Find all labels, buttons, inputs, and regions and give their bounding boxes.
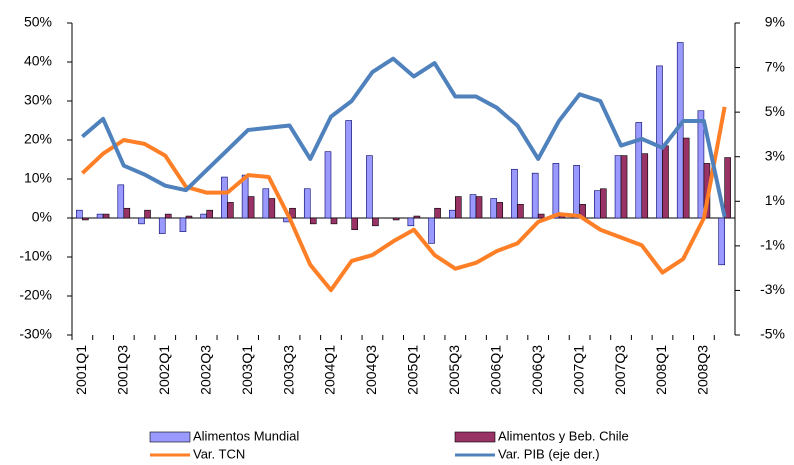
bar [345,120,353,219]
bar [366,155,373,219]
bar [262,188,270,219]
bar [247,196,255,219]
bar [200,213,207,219]
y-tick-label: 0% [32,209,52,225]
legend-label: Var. TCN [193,446,245,461]
bar [324,151,332,219]
bar [573,165,580,219]
bar [117,184,125,219]
legend-swatch [149,431,191,443]
bar [496,202,504,219]
bar [76,209,83,219]
bar [682,137,690,219]
x-tick-label: 2004Q3 [363,345,379,395]
bar [552,163,560,219]
bar [434,207,441,219]
bar [428,217,435,244]
bar [268,198,276,219]
y2-tick-label: 1% [765,192,785,208]
bar [490,198,498,219]
bar [614,155,622,219]
x-tick-label: 2004Q1 [322,345,338,395]
legend-label: Alimentos Mundial [193,428,299,443]
bar [158,217,166,234]
y-tick-label: 30% [24,92,52,108]
x-tick-label: 2008Q1 [653,345,669,395]
y2-tick-label: -1% [760,237,785,253]
y2-tick-label: 5% [765,103,785,119]
line [81,56,727,218]
bar [289,207,296,219]
bar [469,194,477,219]
bar [635,122,643,219]
bar [718,217,725,266]
bar [102,213,110,219]
bar [620,155,628,219]
bar [303,188,311,219]
bar [221,176,228,219]
bar [309,217,317,225]
x-tick-label: 2002Q3 [197,345,213,395]
bar [724,157,731,219]
y-tick-label: 50% [24,14,52,30]
bar [656,65,663,219]
y2-tick-label: 9% [765,14,785,30]
bar [206,209,213,219]
bar [407,217,415,227]
legend-swatch [454,431,496,443]
bar [351,217,359,230]
y-tick-label: -10% [19,248,52,264]
x-tick-label: 2007Q3 [612,345,628,395]
bar [662,145,669,219]
bar [96,213,104,219]
bar [330,217,338,225]
legend-label: Alimentos y Beb. Chile [498,428,629,443]
y-tick-label: 10% [24,170,52,186]
legend-label: Var. PIB (eje der.) [498,446,600,461]
line [80,106,727,293]
y2-tick-label: 3% [765,147,785,163]
x-tick-label: 2007Q1 [570,345,586,395]
x-tick-label: 2001Q3 [115,345,131,395]
x-tick-label: 2008Q3 [695,345,711,395]
x-tick-label: 2006Q3 [529,345,545,395]
bar [594,190,601,219]
x-tick-label: 2005Q3 [446,345,462,395]
bar [537,213,545,219]
y-tick-label: 20% [24,131,52,147]
x-tick-label: 2002Q1 [156,345,172,395]
x-tick-label: 2003Q1 [239,345,255,395]
bar [697,110,705,219]
y2-tick-label: 7% [765,58,785,74]
bar [372,217,379,227]
bar [82,217,89,221]
y2-tick-label: -3% [760,281,785,297]
bar [454,196,462,219]
bar [144,209,151,219]
bar [641,153,649,219]
bar [511,168,518,219]
bar [448,209,456,219]
y-tick-label: 40% [24,53,52,69]
y-tick-label: -30% [19,326,52,342]
bar [600,188,607,219]
bar [392,217,400,221]
bar [123,207,131,219]
bar [475,196,483,219]
y2-tick-label: -5% [760,326,785,342]
bar [227,202,234,219]
x-tick-label: 2001Q1 [73,345,89,395]
x-tick-label: 2005Q1 [405,345,421,395]
bar [517,204,524,219]
bar [138,217,145,225]
x-tick-label: 2003Q3 [280,345,296,395]
bar [531,172,539,219]
bar [179,217,187,232]
y-tick-label: -20% [19,287,52,303]
bar [164,213,172,219]
bar [185,215,193,219]
x-tick-label: 2006Q1 [487,345,503,395]
bar [413,215,421,219]
